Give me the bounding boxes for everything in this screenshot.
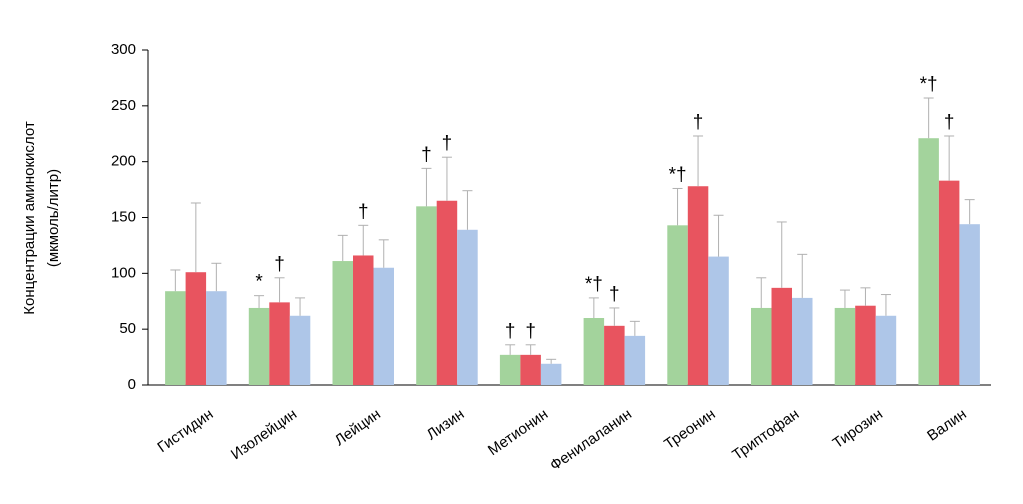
y-axis-label: (мкмоль/литр) [45, 169, 62, 267]
bar [751, 307, 772, 385]
x-tick-label: Фенилаланин [547, 406, 635, 475]
error-bar [462, 190, 473, 230]
error-bar [274, 277, 285, 303]
error-bar [756, 277, 767, 308]
x-tick-label: Триптофан [729, 406, 802, 464]
error-bar [964, 199, 975, 225]
y-tick-label: 50 [119, 320, 136, 337]
y-tick-label: 150 [111, 208, 136, 225]
error-bar [672, 187, 683, 226]
y-tick-label: 250 [111, 97, 136, 114]
x-tick-label: Лизин [424, 406, 468, 444]
error-bar [295, 297, 306, 316]
bar [624, 335, 646, 385]
bar [540, 363, 562, 385]
bar [206, 291, 227, 385]
bar [373, 267, 394, 385]
error-bar [797, 253, 808, 298]
y-tick-label: 200 [111, 153, 136, 170]
bar [499, 354, 521, 385]
significance-mark: † [274, 254, 285, 275]
bar [520, 354, 541, 385]
error-bar [839, 289, 850, 308]
error-bar [776, 221, 787, 288]
x-tick-label: Лейцин [332, 406, 384, 450]
significance-mark: † [358, 201, 369, 222]
bar [938, 180, 960, 385]
y-tick-label: 100 [111, 264, 136, 281]
y-tick-label: 300 [111, 41, 136, 58]
y-tick-label: 0 [128, 376, 136, 393]
bar [165, 291, 186, 385]
significance-mark: * [255, 272, 263, 293]
error-bar [713, 214, 724, 257]
error-bar [441, 156, 452, 201]
error-bar [880, 294, 891, 316]
x-tick-label: Треонин [661, 406, 719, 453]
significance-mark: *† [920, 74, 938, 95]
significance-mark: *† [669, 164, 687, 185]
bar [185, 272, 207, 385]
significance-mark: † [525, 321, 536, 342]
error-bar [693, 135, 704, 187]
bar [708, 256, 729, 385]
significance-mark: *† [585, 274, 603, 295]
significance-mark: † [505, 321, 516, 342]
significance-mark: † [442, 133, 453, 154]
bar [457, 229, 478, 385]
x-tick-label: Валин [924, 406, 970, 445]
bar [855, 305, 876, 385]
error-bar [860, 287, 871, 306]
bar [248, 307, 270, 385]
error-bar [337, 234, 348, 262]
error-bar [923, 97, 934, 139]
error-bar [629, 320, 640, 336]
bar [875, 315, 897, 385]
error-bar [211, 262, 222, 292]
bar [289, 315, 311, 385]
error-bar [170, 269, 181, 292]
error-bar [609, 307, 620, 326]
error-bar [588, 297, 599, 318]
bar [687, 186, 709, 385]
error-bar [944, 135, 955, 181]
significance-mark: † [944, 112, 955, 133]
x-tick-label: Изолейцин [228, 406, 300, 464]
error-bar [421, 167, 432, 207]
bar [604, 325, 625, 385]
bar [918, 138, 939, 385]
error-bar [358, 224, 369, 256]
bar [436, 200, 458, 385]
bar [792, 297, 813, 385]
error-bar [190, 202, 201, 273]
bar [771, 287, 792, 385]
bar [353, 255, 374, 385]
bar [416, 206, 437, 385]
significance-mark: † [609, 284, 620, 305]
bar [667, 225, 688, 385]
significance-mark: † [421, 144, 432, 165]
x-tick-label: Метионин [485, 406, 551, 460]
bar [269, 302, 290, 385]
bar [583, 318, 605, 385]
error-bar [525, 344, 536, 355]
error-bar [546, 358, 557, 364]
x-tick-label: Тирозин [830, 406, 886, 453]
error-bar [378, 239, 389, 268]
bar [834, 307, 856, 385]
y-axis-label: Концентрации аминокислот [21, 121, 38, 315]
bar [332, 261, 353, 385]
bar [959, 224, 980, 385]
significance-mark: † [693, 112, 704, 133]
error-bar [505, 344, 516, 355]
x-tick-label: Гистидин [154, 406, 216, 457]
error-bar [254, 295, 265, 308]
